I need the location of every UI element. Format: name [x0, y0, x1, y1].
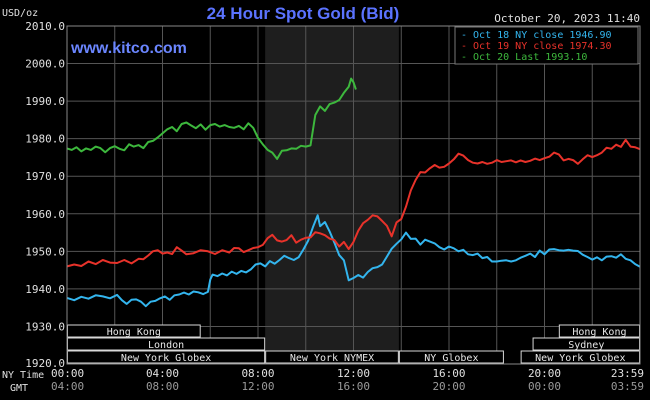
- unit-label: USD/oz: [2, 8, 38, 19]
- session-label: New York Globex: [535, 353, 625, 364]
- legend-entry: - Oct 18 NY close 1946.90: [461, 30, 612, 41]
- legend-entry: - Oct 19 NY close 1974.30: [461, 41, 612, 52]
- x-tick-label-ny: 23:59: [611, 367, 644, 380]
- x-tick-label-gmt: 20:00: [432, 380, 465, 393]
- y-axis-ticks: 1930.0 1940.0 1950.0 1960.0 1970.0 1980.0 1990…: [25, 20, 65, 370]
- plot-frame: [66, 25, 641, 365]
- gridlines: [67, 26, 640, 364]
- ny-session-shade: [265, 26, 399, 364]
- y-tick-label: 1950.0: [25, 245, 65, 258]
- x-tick-label-ny: 04:00: [146, 367, 179, 380]
- x-tick-label-ny: 12:00: [337, 367, 370, 380]
- session-label: Sydney: [568, 340, 604, 351]
- series-line: [66, 138, 641, 268]
- x-tick-label-gmt: 04:00: [51, 380, 84, 393]
- y-tick-label: 2000.0: [25, 58, 65, 71]
- watermark: www.kitco.com: [70, 40, 187, 57]
- series-line: [66, 77, 357, 160]
- session-label: New York NYMEX: [290, 353, 374, 364]
- market-sessions: Hong Kong Hong Kong London Sydney New York G…: [67, 324, 641, 364]
- x-axis-label-gmt: GMT: [10, 383, 28, 394]
- x-tick-label-ny: 00:00: [51, 367, 84, 380]
- chart-title: 24 Hour Spot Gold (Bid): [207, 4, 400, 23]
- x-tick-label-ny: 08:00: [241, 367, 274, 380]
- y-tick-label: 1990.0: [25, 95, 65, 108]
- legend: - Oct 18 NY close 1946.90- Oct 19 NY clo…: [454, 26, 639, 65]
- session-label: Hong Kong: [572, 327, 626, 338]
- x-tick-label-ny: 20:00: [528, 367, 561, 380]
- session-bar: [398, 350, 504, 364]
- session-label: NY Globex: [424, 353, 478, 364]
- x-tick-label-gmt: 12:00: [241, 380, 274, 393]
- y-tick-label: 1930.0: [25, 320, 65, 333]
- x-tick-label-gmt: 08:00: [146, 380, 179, 393]
- x-tick-label-gmt: 00:00: [528, 380, 561, 393]
- session-label: New York Globex: [121, 353, 211, 364]
- date-label: October 20, 2023 11:40: [494, 12, 640, 25]
- y-tick-label: 1960.0: [25, 208, 65, 221]
- y-tick-label: 1940.0: [25, 283, 65, 296]
- x-axis-label-ny: NY Time: [2, 370, 44, 381]
- x-tick-label-gmt: 16:00: [337, 380, 370, 393]
- x-tick-label-ny: 16:00: [432, 367, 465, 380]
- session-label: London: [148, 340, 184, 351]
- y-tick-label: 1980.0: [25, 133, 65, 146]
- x-tick-label-gmt: 03:59: [611, 380, 644, 393]
- legend-entry: - Oct 20 Last 1993.10: [461, 52, 587, 63]
- y-tick-label: 2010.0: [25, 20, 65, 33]
- x-axis-ticks: 00:0004:0004:0008:0008:0012:0012:0016:00…: [51, 367, 644, 393]
- y-tick-label: 1920.0: [25, 357, 65, 370]
- series-line: [66, 214, 641, 308]
- legend-box: [454, 26, 639, 65]
- session-label: Hong Kong: [107, 327, 161, 338]
- y-tick-label: 1970.0: [25, 170, 65, 183]
- price-series: [66, 77, 641, 308]
- session-bar: [265, 350, 399, 364]
